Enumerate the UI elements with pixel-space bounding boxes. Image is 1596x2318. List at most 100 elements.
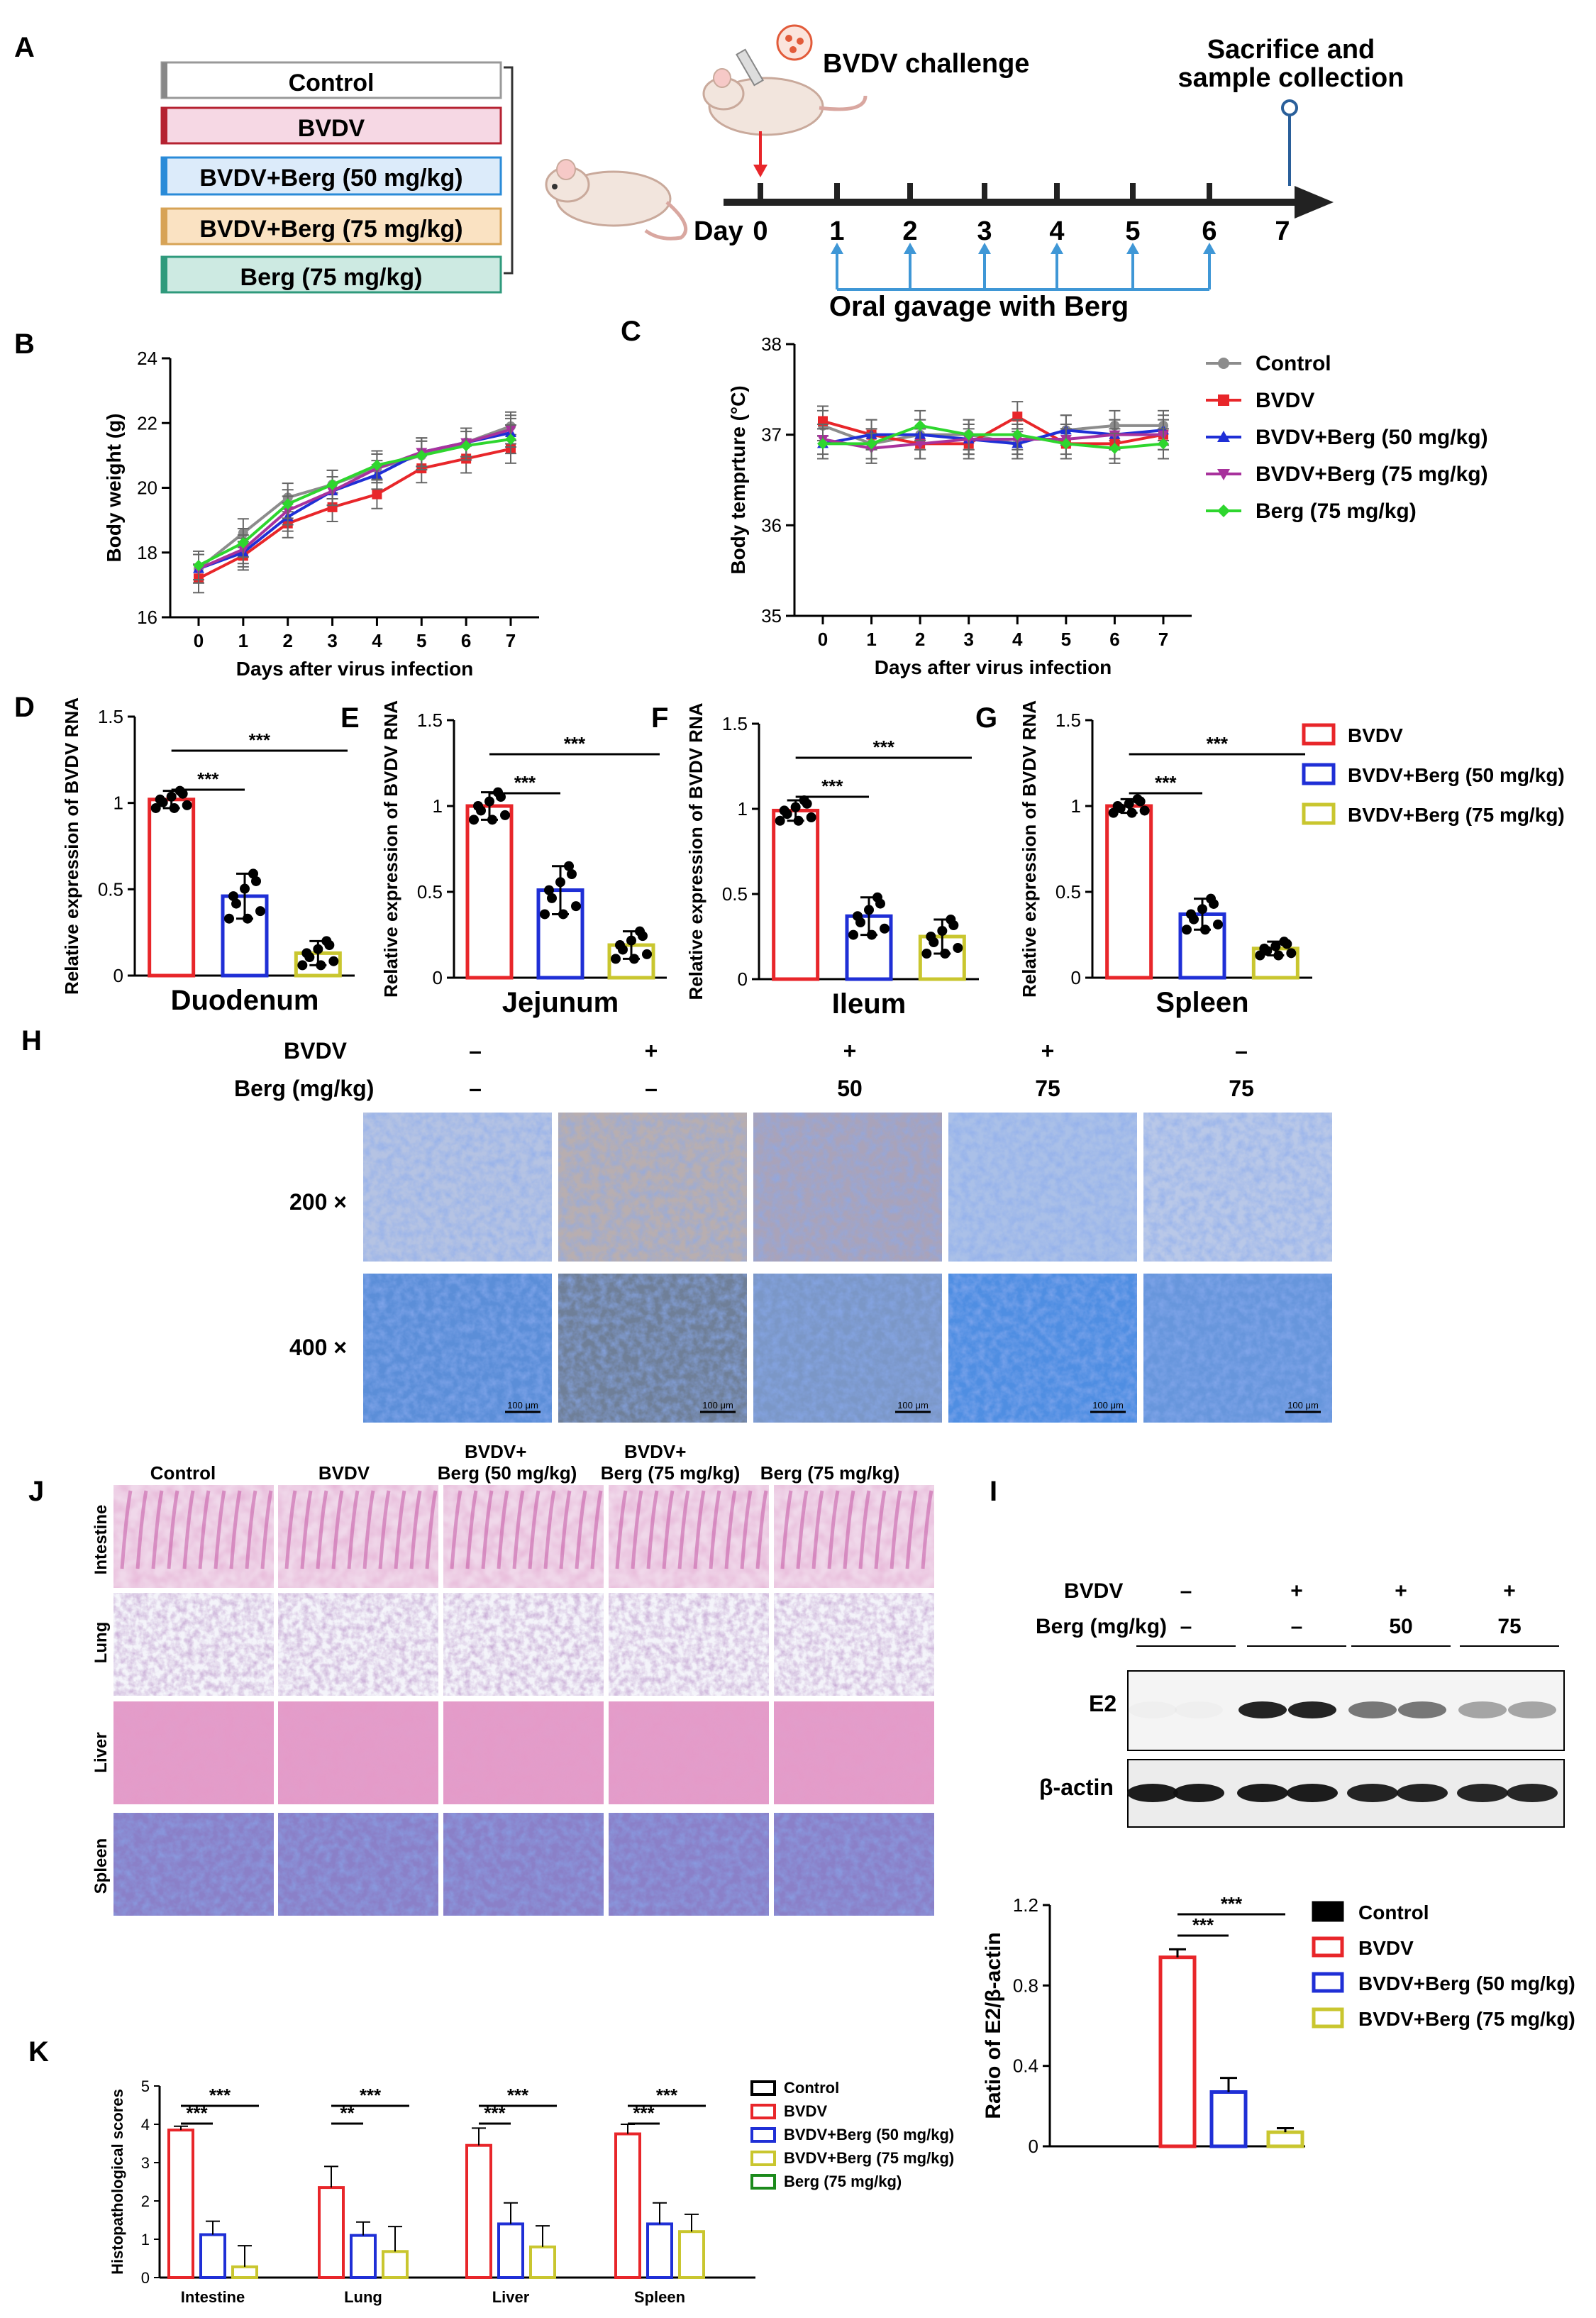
x-tick-label: 0 xyxy=(818,629,828,650)
y-tick-label: 5 xyxy=(141,2077,150,2095)
j-col-75a: BVDV+ xyxy=(624,1441,686,1462)
panel-letter-a: A xyxy=(14,32,35,63)
ihc-texture xyxy=(558,1274,747,1423)
h-berg-dose: – xyxy=(469,1076,482,1101)
significance-mark: *** xyxy=(1155,772,1177,793)
data-dot xyxy=(567,868,577,879)
y-axis-label: Relative expression of BVDV RNA xyxy=(380,700,401,998)
ihc-texture xyxy=(1143,1274,1332,1423)
gavage-label: Oral gavage with Berg xyxy=(829,291,1129,322)
y-tick-label: 0 xyxy=(1071,967,1081,988)
legend-swatch xyxy=(1302,802,1336,825)
timeline-day-label: 4 xyxy=(1049,216,1064,246)
he-texture xyxy=(609,1813,769,1916)
data-dot xyxy=(1182,925,1192,935)
x-tick-label: 0 xyxy=(194,630,204,651)
y-tick-label: 18 xyxy=(137,542,157,563)
blot-band-e2 xyxy=(1129,1701,1177,1718)
gavage-arrowhead xyxy=(1126,243,1139,254)
y-tick-label: 1.5 xyxy=(417,710,443,731)
legend-label: Control xyxy=(784,2079,839,2097)
data-dot xyxy=(626,935,636,946)
panel-letter-k: K xyxy=(28,2036,49,2068)
legend-swatch xyxy=(1302,763,1336,785)
panel-letter-d: D xyxy=(14,692,35,723)
villus-shape xyxy=(615,1490,628,1569)
villus-shape xyxy=(755,1490,768,1569)
series-point xyxy=(1012,429,1024,441)
ihc-texture xyxy=(558,1113,747,1262)
j-row-label: Spleen xyxy=(92,1838,111,1894)
data-dot xyxy=(313,944,323,954)
data-dot xyxy=(177,788,188,799)
data-dot xyxy=(629,954,639,964)
group-box-berg-only: Berg (75 mg/kg) xyxy=(160,255,502,294)
villus-shape xyxy=(796,1490,809,1569)
h-mag-200: 200 × xyxy=(289,1189,347,1215)
legend-swatch xyxy=(1312,2007,1344,2029)
data-dot xyxy=(948,920,959,930)
chart-duodenum: 0 0.5 1 1.5 Duodenum Relative expression of B… xyxy=(61,697,355,1016)
y-axis-label: Ratio of E2/β-actin xyxy=(982,1932,1005,2119)
day-label: Day xyxy=(694,216,743,246)
j-col-bvdv: BVDV xyxy=(318,1462,370,1484)
data-dot xyxy=(540,909,550,920)
blot-band-e2 xyxy=(1398,1701,1446,1718)
blot-band-actin xyxy=(1457,1784,1508,1802)
significance-mark: *** xyxy=(209,2085,231,2106)
y-axis-label: Relative expression of BVDV RNA xyxy=(1019,700,1040,998)
series-line xyxy=(822,414,1164,446)
scale-bar-label: 100 μm xyxy=(702,1400,733,1411)
x-tick-label: 4 xyxy=(1012,629,1023,650)
j-col-75b: Berg (75 mg/kg) xyxy=(601,1462,741,1484)
he-texture xyxy=(113,1813,274,1916)
series-point xyxy=(865,438,877,450)
group-box-berg50-label: BVDV+Berg (50 mg/kg) xyxy=(199,165,462,192)
h-ihc-images: 100 μm 100 μm 100 μm 100 μm 100 μm xyxy=(363,1113,1332,1423)
data-dot xyxy=(802,798,812,809)
h-mag-400: 400 × xyxy=(289,1335,347,1360)
scale-bar-label: 100 μm xyxy=(897,1400,929,1411)
bar xyxy=(167,2129,194,2280)
mouse-syringe-icon xyxy=(702,24,868,136)
chart-jejunum: 0 0.5 1 1.5 Jejunum Relative expression of BV… xyxy=(380,700,667,1018)
h-berg-dose: 50 xyxy=(837,1076,863,1101)
legend-label: BVDV+Berg (50 mg/kg) xyxy=(1358,1972,1575,1994)
i-bvdv-sign: + xyxy=(1395,1579,1407,1603)
blot-band-actin xyxy=(1173,1784,1224,1802)
bar xyxy=(465,804,514,980)
data-dot xyxy=(297,960,308,971)
he-texture xyxy=(774,1701,934,1804)
j-row-label: Liver xyxy=(92,1732,111,1772)
he-texture xyxy=(774,1813,934,1916)
series-point xyxy=(817,438,829,450)
significance-mark: *** xyxy=(507,2085,529,2106)
data-dot xyxy=(1200,925,1210,935)
i-berg-dose: 50 xyxy=(1389,1615,1412,1638)
data-dot xyxy=(150,802,161,813)
data-dot xyxy=(953,943,963,953)
j-row-label: Intestine xyxy=(92,1505,111,1575)
chart-title: Ileum xyxy=(832,988,906,1020)
x-tick-label: Spleen xyxy=(634,2288,685,2306)
he-texture xyxy=(774,1593,934,1696)
legend-label: BVDV+Berg (75 mg/kg) xyxy=(1348,804,1565,826)
legend-label: BVDV xyxy=(1358,1937,1414,1959)
series-line xyxy=(822,433,1163,450)
ihc-texture xyxy=(363,1274,552,1423)
data-dot xyxy=(558,909,568,920)
mouse-icon xyxy=(545,159,688,241)
h-row-bvdv: BVDV xyxy=(284,1038,348,1064)
gavage-arrowhead xyxy=(831,243,843,254)
chart-title: Spleen xyxy=(1156,987,1248,1018)
h-row-berg: Berg (mg/kg) xyxy=(234,1076,374,1101)
challenge-arrowhead xyxy=(753,165,767,177)
series-point xyxy=(326,478,338,490)
bar xyxy=(1158,1955,1197,2148)
series-point xyxy=(914,439,926,450)
legend-rna-bars: BVDV BVDV+Berg (50 mg/kg) BVDV+Berg (75 mg… xyxy=(1302,723,1565,826)
y-tick-label: 35 xyxy=(761,605,782,627)
significance-mark: *** xyxy=(1221,1893,1243,1914)
i-row-berg: Berg (mg/kg) xyxy=(1036,1615,1167,1638)
villus-shape xyxy=(543,1490,556,1569)
